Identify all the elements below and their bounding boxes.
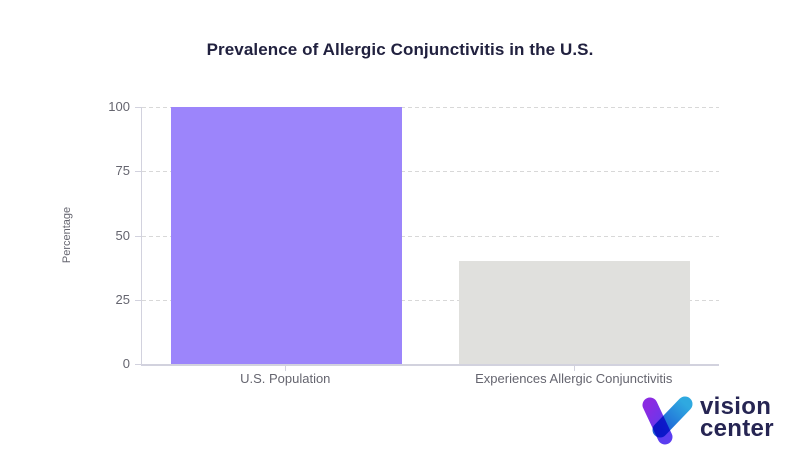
x-tick-mark-experiences-allergic-conjunctivitis (573, 366, 575, 371)
y-tick-mark-100 (135, 107, 141, 108)
logo-text-line1: vision (700, 393, 772, 420)
x-axis-line (141, 364, 719, 366)
y-tick-label-25: 25 (115, 291, 130, 307)
bar-u-s-population[interactable] (170, 107, 402, 364)
y-tick-mark-0 (135, 364, 141, 365)
plot-area (141, 107, 719, 364)
y-axis-title: Percentage (61, 206, 73, 264)
chart-title: Prevalence of Allergic Conjunctivitis in… (206, 40, 594, 59)
x-tick-mark-u-s-population (285, 366, 287, 371)
bar-experiences-allergic-conjunctivitis[interactable] (459, 261, 691, 364)
gridline-y-100 (142, 107, 719, 108)
gridline-y-25 (142, 299, 719, 301)
gridline-y-75 (142, 171, 719, 173)
y-tick-label-50: 50 (115, 227, 130, 243)
x-label-u-s-population: U.S. Population (240, 371, 331, 386)
vision-center-logo[interactable]: vision center (638, 393, 774, 449)
y-tick-mark-75 (135, 171, 141, 173)
logo-wordmark: vision center (700, 393, 774, 442)
logo-text-line2: center (700, 415, 774, 442)
y-tick-label-100: 100 (108, 99, 130, 114)
v-checkmark-icon (642, 396, 693, 445)
gridline-y-50 (142, 235, 719, 237)
x-label-experiences-allergic-conjunctivitis: Experiences Allergic Conjunctivitis (475, 371, 673, 386)
y-tick-label-0: 0 (122, 356, 130, 371)
y-tick-mark-50 (135, 235, 141, 237)
y-tick-label-75: 75 (115, 163, 130, 179)
y-tick-mark-25 (135, 299, 141, 301)
